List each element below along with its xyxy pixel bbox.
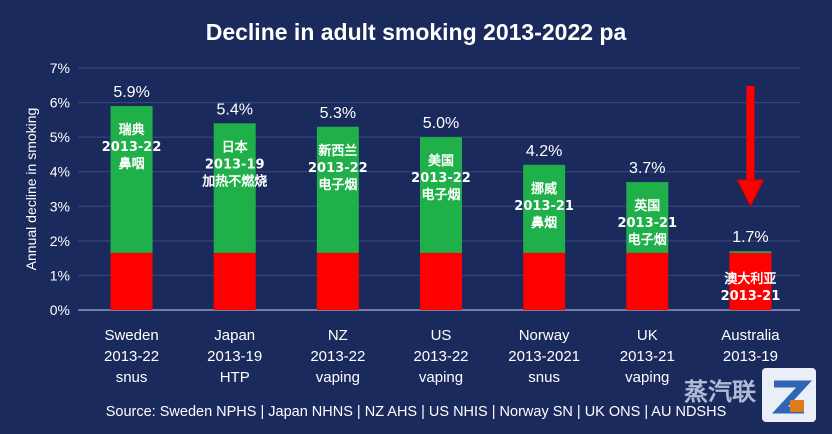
bar-upper — [316, 126, 359, 253]
x-tick-label: Norway — [519, 327, 570, 344]
data-label: 5.3% — [320, 105, 356, 122]
data-label: 3.7% — [629, 160, 665, 177]
bar-inner-label: 电子烟 — [318, 177, 357, 193]
bar-upper — [420, 137, 462, 253]
data-label: 5.9% — [113, 84, 149, 101]
x-tick-label: HTP — [220, 369, 250, 386]
bar-inner-label: 2013-21 — [617, 216, 677, 231]
bar-upper — [523, 164, 566, 253]
x-tick-label: 2013-2021 — [508, 348, 580, 365]
y-axis-label: Annual decline in smoking — [23, 108, 39, 271]
bar-inner-label: 美国 — [428, 153, 454, 169]
bar-inner-label: 2013-21 — [721, 289, 781, 304]
y-tick-label: 7% — [50, 60, 70, 76]
bar-inner-label: 瑞典 — [119, 122, 145, 138]
highlight-arrow-shaft — [746, 86, 755, 182]
bar-base — [316, 252, 359, 310]
bar-inner-label: 2013-22 — [102, 140, 162, 155]
y-tick-label: 2% — [50, 233, 70, 249]
bar-inner-label: 挪威 — [531, 181, 557, 197]
x-tick-label: vaping — [625, 369, 669, 386]
y-tick-label: 4% — [50, 164, 70, 180]
x-tick-label: UK — [637, 327, 658, 344]
bar-inner-label: 日本 — [222, 139, 248, 155]
bar-upper — [729, 251, 772, 253]
x-tick-label: snus — [116, 369, 148, 386]
data-label: 5.0% — [423, 115, 459, 132]
source-note: Source: Sweden NPHS | Japan NHNS | NZ AH… — [105, 404, 727, 420]
watermark-logo-icon — [762, 368, 816, 422]
x-tick-label: 2013-22 — [310, 348, 365, 365]
y-tick-label: 1% — [50, 267, 70, 283]
data-label: 5.4% — [216, 101, 252, 118]
x-tick-label: Sweden — [104, 327, 158, 344]
bar-inner-label: 电子烟 — [628, 232, 667, 248]
bar-inner-label: 2013-22 — [411, 171, 471, 186]
y-tick-label: 6% — [50, 95, 70, 111]
y-tick-label: 3% — [50, 198, 70, 214]
y-tick-label: 0% — [50, 302, 70, 318]
x-tick-label: Japan — [214, 327, 255, 344]
bar-upper — [213, 123, 256, 253]
watermark-text: 蒸汽联 — [684, 378, 756, 406]
bar-base — [110, 252, 153, 310]
bar-inner-label: 澳大利亚 — [724, 271, 776, 287]
x-tick-label: vaping — [316, 369, 360, 386]
bar-inner-label: 鼻咽 — [119, 156, 145, 172]
bar-inner-label: 2013-22 — [308, 161, 368, 176]
x-tick-label: 2013-19 — [207, 348, 262, 365]
bar-base — [626, 252, 669, 310]
y-tick-label: 5% — [50, 129, 70, 145]
x-tick-label: NZ — [328, 327, 348, 344]
bar-base — [213, 252, 256, 310]
bar-inner-label: 鼻烟 — [531, 215, 557, 231]
bar-upper — [626, 182, 669, 253]
bar-inner-label: 英国 — [633, 198, 660, 214]
data-label: 1.7% — [732, 229, 768, 246]
bar-inner-label: 新西兰 — [318, 143, 357, 159]
x-tick-label: 2013-21 — [620, 348, 675, 365]
bar-inner-label: 2013-19 — [205, 157, 265, 172]
data-label: 4.2% — [526, 143, 562, 160]
x-tick-label: US — [431, 327, 452, 344]
x-tick-label: vaping — [419, 369, 463, 386]
x-tick-label: Australia — [721, 327, 780, 344]
bar-inner-label: 加热不燃烧 — [201, 173, 267, 189]
x-tick-label: snus — [528, 369, 560, 386]
x-tick-label: 2013-19 — [723, 348, 778, 365]
bar-base — [420, 252, 462, 310]
bar-base — [523, 252, 566, 310]
bar-inner-label: 2013-21 — [514, 199, 574, 214]
chart-title: Decline in adult smoking 2013-2022 pa — [206, 19, 627, 45]
bar-upper — [110, 106, 153, 253]
highlight-arrow-head — [736, 179, 765, 208]
x-tick-label: 2013-22 — [413, 348, 468, 365]
bar-base — [729, 252, 772, 310]
bar-inner-label: 电子烟 — [421, 187, 460, 203]
x-tick-label: 2013-22 — [104, 348, 159, 365]
